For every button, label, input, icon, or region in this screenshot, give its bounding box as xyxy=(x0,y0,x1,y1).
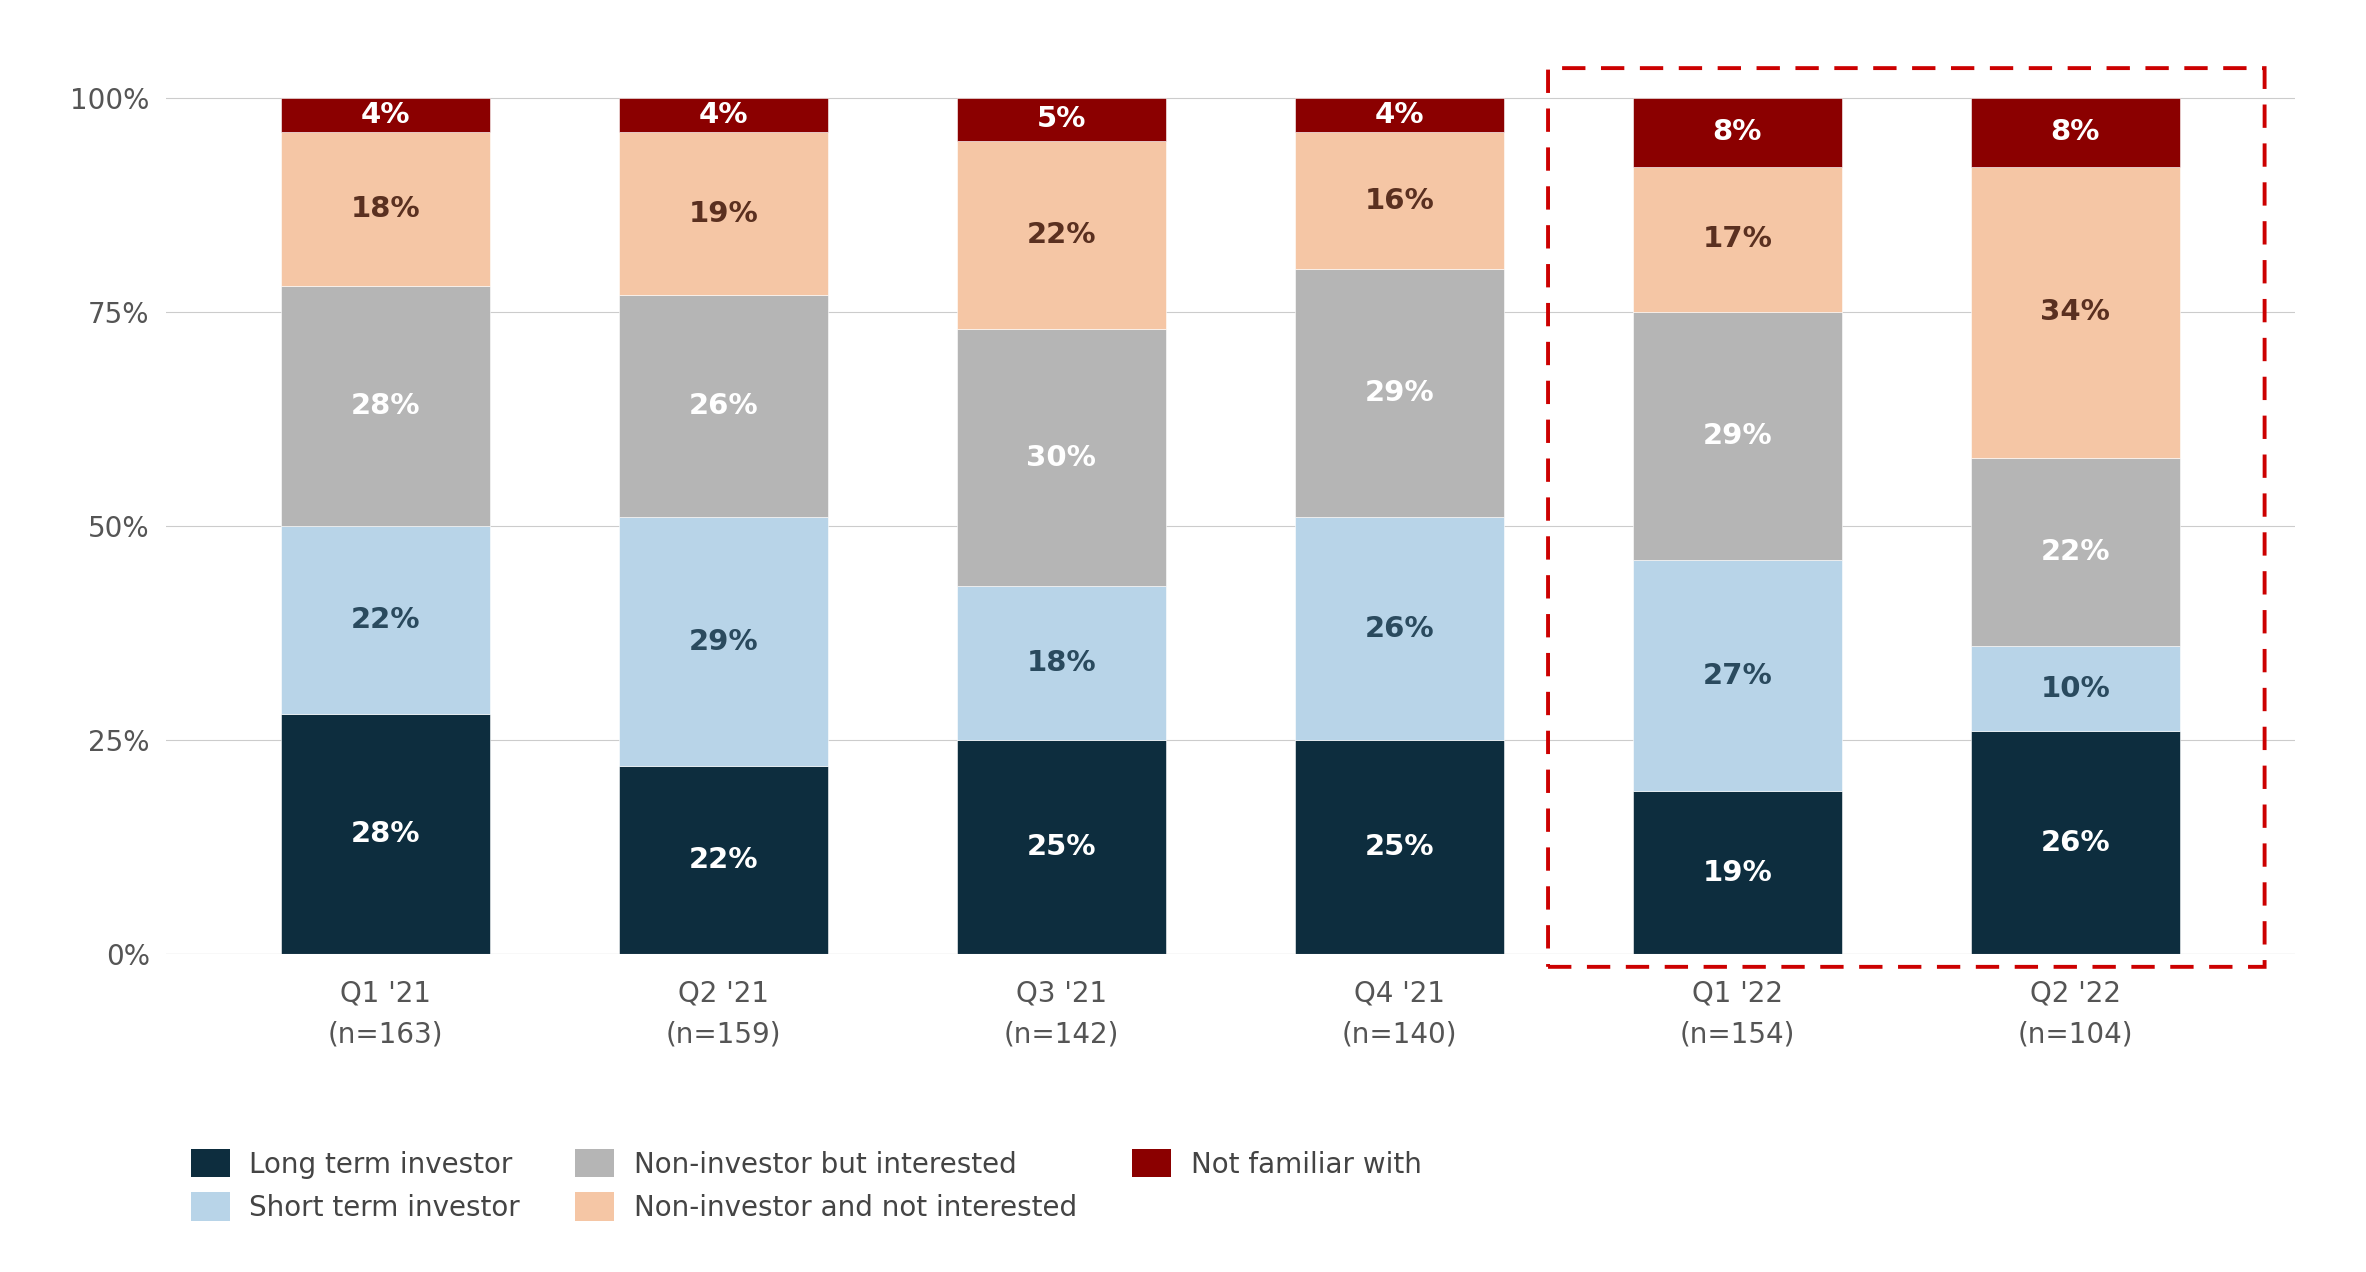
Text: 17%: 17% xyxy=(1704,225,1772,253)
Text: 8%: 8% xyxy=(2051,118,2101,146)
Text: 22%: 22% xyxy=(689,846,757,874)
Bar xyxy=(1633,560,1843,791)
Text: 19%: 19% xyxy=(689,200,757,228)
Text: 29%: 29% xyxy=(689,627,757,655)
Text: 26%: 26% xyxy=(1365,614,1434,642)
Bar xyxy=(618,766,828,954)
Text: 25%: 25% xyxy=(1027,833,1095,861)
Bar xyxy=(1633,167,1843,312)
Text: 19%: 19% xyxy=(1704,859,1772,887)
Bar xyxy=(956,329,1166,586)
Text: 26%: 26% xyxy=(689,392,757,420)
Bar xyxy=(282,286,490,527)
Text: 22%: 22% xyxy=(1027,221,1095,249)
Text: 22%: 22% xyxy=(350,607,421,635)
Bar xyxy=(282,715,490,954)
Bar xyxy=(1294,270,1505,518)
Bar xyxy=(282,132,490,286)
Bar xyxy=(618,518,828,766)
Text: 4%: 4% xyxy=(360,102,409,130)
Text: 29%: 29% xyxy=(1365,379,1434,407)
Text: 4%: 4% xyxy=(698,102,748,130)
Text: 34%: 34% xyxy=(2039,298,2110,326)
Text: 16%: 16% xyxy=(1365,187,1434,215)
Bar xyxy=(282,527,490,715)
Bar xyxy=(1633,791,1843,954)
Text: 25%: 25% xyxy=(1365,833,1434,861)
Bar xyxy=(282,98,490,132)
Bar xyxy=(1971,167,2179,458)
Text: 27%: 27% xyxy=(1704,661,1772,689)
Bar xyxy=(1294,740,1505,954)
Text: 22%: 22% xyxy=(2039,538,2110,566)
Bar xyxy=(1633,312,1843,560)
Bar xyxy=(1971,646,2179,731)
Bar xyxy=(1294,98,1505,132)
Bar xyxy=(1633,98,1843,167)
Text: 5%: 5% xyxy=(1036,106,1086,134)
Text: 18%: 18% xyxy=(350,196,421,224)
Bar xyxy=(956,141,1166,329)
Text: 29%: 29% xyxy=(1704,422,1772,450)
Text: 18%: 18% xyxy=(1027,649,1095,677)
Text: 28%: 28% xyxy=(350,820,421,848)
Text: 30%: 30% xyxy=(1027,444,1095,472)
Text: 26%: 26% xyxy=(2039,829,2110,857)
Bar xyxy=(956,740,1166,954)
Legend: Long term investor, Short term investor, Non-investor but interested, Non-invest: Long term investor, Short term investor,… xyxy=(180,1138,1431,1233)
Text: 28%: 28% xyxy=(350,392,421,420)
Bar xyxy=(1971,731,2179,954)
Bar xyxy=(956,586,1166,740)
Bar xyxy=(618,98,828,132)
Bar xyxy=(1971,458,2179,646)
Bar xyxy=(1294,518,1505,740)
Text: 8%: 8% xyxy=(1713,118,1763,146)
Bar xyxy=(1294,132,1505,270)
Bar xyxy=(956,98,1166,141)
Bar xyxy=(618,295,828,518)
Bar xyxy=(1971,98,2179,167)
Text: 4%: 4% xyxy=(1375,102,1424,130)
Text: 10%: 10% xyxy=(2039,674,2110,702)
Bar xyxy=(618,132,828,295)
